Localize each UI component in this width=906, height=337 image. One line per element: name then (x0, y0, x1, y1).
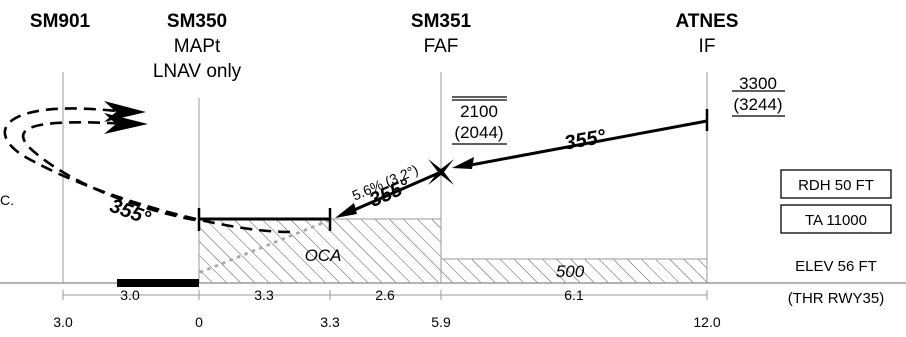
fix-name-atnes: ATNES (676, 11, 739, 32)
oca-hatched-area (198, 218, 442, 284)
fix-role-sm350: MAPt (174, 36, 221, 57)
ta-box (780, 204, 892, 234)
course-missed: 355° (107, 195, 154, 230)
alt-atnes-bottom: (3244) (733, 95, 782, 114)
threshold-text: (THR RWY35) (788, 290, 884, 307)
cutoff-text: C. (0, 192, 14, 208)
fix-note-sm350: LNAV only (153, 61, 242, 82)
cumulative-distance-3: 5.9 (431, 314, 451, 330)
segment-distance-0: 3.0 (120, 287, 140, 303)
initial-approach-path (459, 119, 708, 169)
visual-descent-dotted (199, 218, 332, 274)
rdh-box (780, 169, 892, 199)
elevation-text: ELEV 56 FT (795, 258, 877, 275)
missed-approach-arrow-icon (104, 101, 148, 134)
cumulative-distance-0: 3.0 (53, 314, 73, 330)
final-approach-path (344, 170, 442, 216)
initial-approach-arrow (452, 157, 474, 169)
alt-sm351-top: 2100 (460, 102, 498, 121)
cumulative-distance-1: 0 (195, 314, 203, 330)
fix-role-sm351: FAF (424, 36, 459, 57)
alt-sm351-bottom: (2044) (454, 123, 503, 142)
oca-label: OCA (305, 246, 342, 265)
segment-distance-2: 2.6 (375, 287, 395, 303)
fix-name-sm901: SM901 (30, 11, 91, 32)
fix-name-sm351: SM351 (411, 11, 472, 32)
msa-final-label: 500 (556, 262, 585, 281)
segment-distance-1: 3.3 (254, 287, 274, 303)
course-initial: 355° (563, 125, 609, 154)
cumulative-distance-2: 3.3 (320, 314, 340, 330)
cumulative-distance-4: 12.0 (693, 314, 720, 330)
missed-approach-path-inner (21, 121, 196, 222)
runway-bar (117, 279, 199, 287)
fix-name-sm350: SM350 (167, 11, 227, 32)
fix-role-atnes: IF (699, 36, 716, 57)
final-approach-arrow (335, 203, 357, 218)
ta-text: TA 11000 (805, 212, 867, 229)
missed-approach-path-outer (3, 107, 291, 234)
alt-atnes-top: 3300 (739, 74, 777, 93)
rdh-text: RDH 50 FT (798, 177, 874, 194)
segment-distance-3: 6.1 (564, 287, 584, 303)
faf-cross-icon (428, 159, 454, 185)
